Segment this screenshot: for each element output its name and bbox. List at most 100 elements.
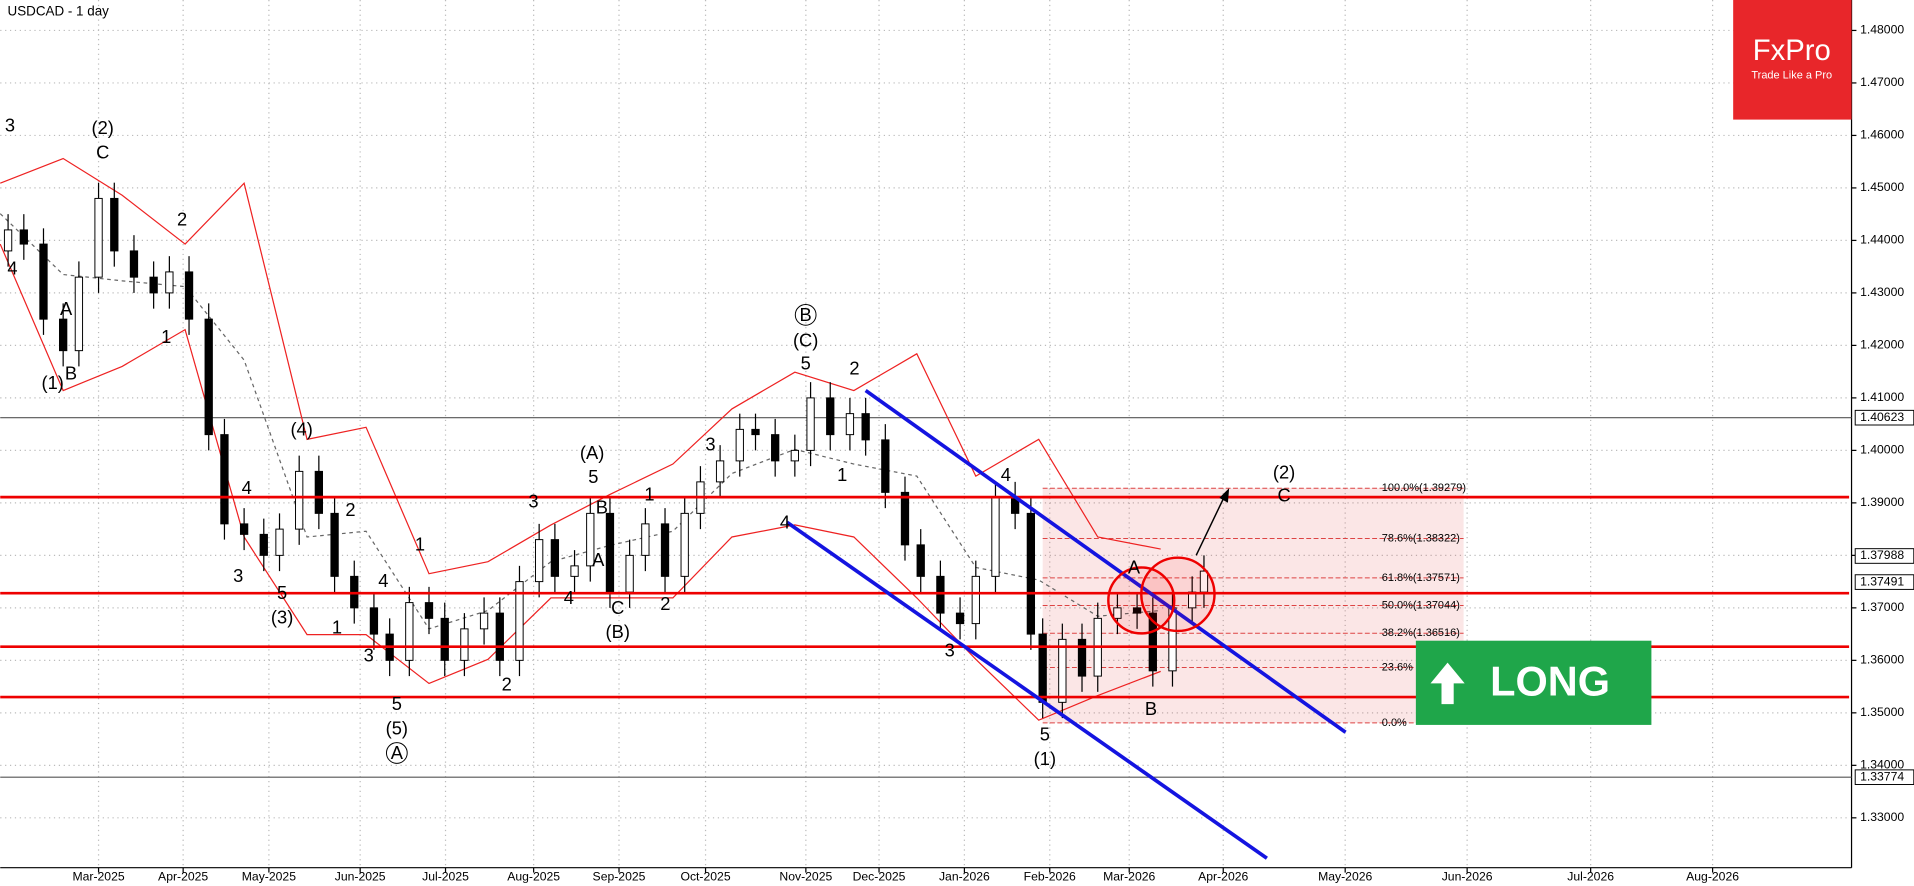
candle-body <box>971 575 980 625</box>
y-tick-label: 1.35000 <box>1860 705 1904 719</box>
signal-arrow <box>1430 662 1465 705</box>
candle-body <box>570 565 579 577</box>
wave-label: (1) <box>1034 748 1056 769</box>
wave-label: 2 <box>345 499 355 520</box>
wave-label: C <box>611 597 624 618</box>
channel-line <box>864 389 1347 734</box>
candle-body <box>515 581 524 661</box>
wave-label: 3 <box>528 491 538 512</box>
candle-body <box>1038 633 1047 703</box>
wave-label: 3 <box>233 565 243 586</box>
candle-body <box>550 539 560 577</box>
x-tick-label: Jul-2025 <box>422 870 469 884</box>
candle-body <box>94 197 103 278</box>
candle-body <box>424 602 434 619</box>
candle-body <box>826 397 835 436</box>
candle-body <box>59 318 68 352</box>
fib-label: 100.0%(1.39279) <box>1382 482 1466 494</box>
y-tick-label: 1.34000 <box>1860 758 1904 772</box>
x-tick-label: Jan-2026 <box>939 870 990 884</box>
candle-body <box>625 554 634 593</box>
candle-body <box>680 512 689 577</box>
y-tick-label: 1.48000 <box>1860 23 1904 37</box>
x-tick-label: May-2026 <box>1318 870 1372 884</box>
logo-box <box>1733 0 1852 120</box>
fib-label: 78.6%(1.38322) <box>1382 532 1460 544</box>
band-upper <box>0 157 1161 575</box>
candle-body <box>660 523 670 577</box>
wave-label: 4 <box>7 258 17 279</box>
y-tick-label: 1.46000 <box>1860 128 1904 142</box>
wave-label: 5 <box>392 693 402 714</box>
candle-body <box>330 512 339 577</box>
wave-label: 4 <box>564 587 574 608</box>
candle-body <box>735 428 744 462</box>
wave-label: 2 <box>177 209 187 230</box>
candle-body <box>751 428 760 436</box>
wave-circle <box>385 742 408 764</box>
y-tick-label: 1.42000 <box>1860 338 1904 352</box>
candle-body <box>1113 607 1122 619</box>
wave-label: 5 <box>1040 724 1050 745</box>
signal-label: LONG <box>1490 658 1610 705</box>
wave-label: A <box>1128 557 1141 578</box>
wave-label: 1 <box>332 616 342 637</box>
y-tick-label: 1.40000 <box>1860 443 1904 457</box>
wave-label: 4 <box>780 511 790 532</box>
wave-label: 1 <box>415 533 425 554</box>
candle-body <box>204 318 213 436</box>
wave-label: C <box>1277 485 1290 506</box>
wave-label: (A) <box>580 442 604 463</box>
candle-body <box>861 413 870 441</box>
wave-label: 2 <box>502 674 512 695</box>
price-label: 1.37988 <box>1860 548 1904 562</box>
x-tick-label: Oct-2025 <box>680 870 730 884</box>
x-tick-label: Jul-2026 <box>1567 870 1614 884</box>
price-label: 1.40623 <box>1860 410 1904 424</box>
chart-title: USDCAD - 1 day <box>8 4 110 19</box>
wave-label: 1 <box>161 326 171 347</box>
forecast-arrow <box>1195 493 1227 556</box>
y-tick-label: 1.43000 <box>1860 285 1904 299</box>
x-tick-label: Mar-2025 <box>72 870 124 884</box>
wave-label: (2) <box>1273 461 1295 482</box>
candle-body <box>955 612 965 625</box>
wave-label: (4) <box>290 419 312 440</box>
x-tick-label: Nov-2025 <box>779 870 832 884</box>
candle-body <box>184 271 194 320</box>
y-tick-label: 1.41000 <box>1860 390 1904 404</box>
wave-label: 5 <box>588 466 598 487</box>
candle-body <box>534 539 544 583</box>
fib-label: 23.6% <box>1382 661 1413 673</box>
logo-tagline: Trade Like a Pro <box>1751 70 1832 82</box>
candle-body <box>641 523 650 556</box>
wave-label: 3 <box>5 115 15 136</box>
candle-body <box>440 617 449 661</box>
candle-body <box>129 250 139 278</box>
y-tick-label: 1.44000 <box>1860 233 1904 247</box>
wave-label: B <box>65 362 77 383</box>
candle-body <box>19 229 28 245</box>
candle-body <box>479 612 489 630</box>
candle-body <box>586 512 595 567</box>
x-tick-label: Mar-2026 <box>1103 870 1155 884</box>
candle-body <box>495 612 504 661</box>
candle-body <box>845 413 855 436</box>
wave-label: 1 <box>644 483 654 504</box>
price-label: 1.33774 <box>1860 769 1904 783</box>
wave-label: (3) <box>271 607 293 628</box>
candle-body <box>790 449 799 462</box>
wave-label: 3 <box>945 640 955 661</box>
x-tick-label: Jun-2026 <box>1442 870 1493 884</box>
wave-label: (B) <box>606 621 630 642</box>
candle-body <box>405 602 414 661</box>
candle-body <box>295 470 304 530</box>
fib-label: 38.2%(1.36516) <box>1382 627 1460 639</box>
wave-label: 3 <box>364 644 374 665</box>
candle-body <box>239 523 249 535</box>
candle-body <box>3 229 13 252</box>
x-tick-label: Sep-2025 <box>593 870 646 884</box>
